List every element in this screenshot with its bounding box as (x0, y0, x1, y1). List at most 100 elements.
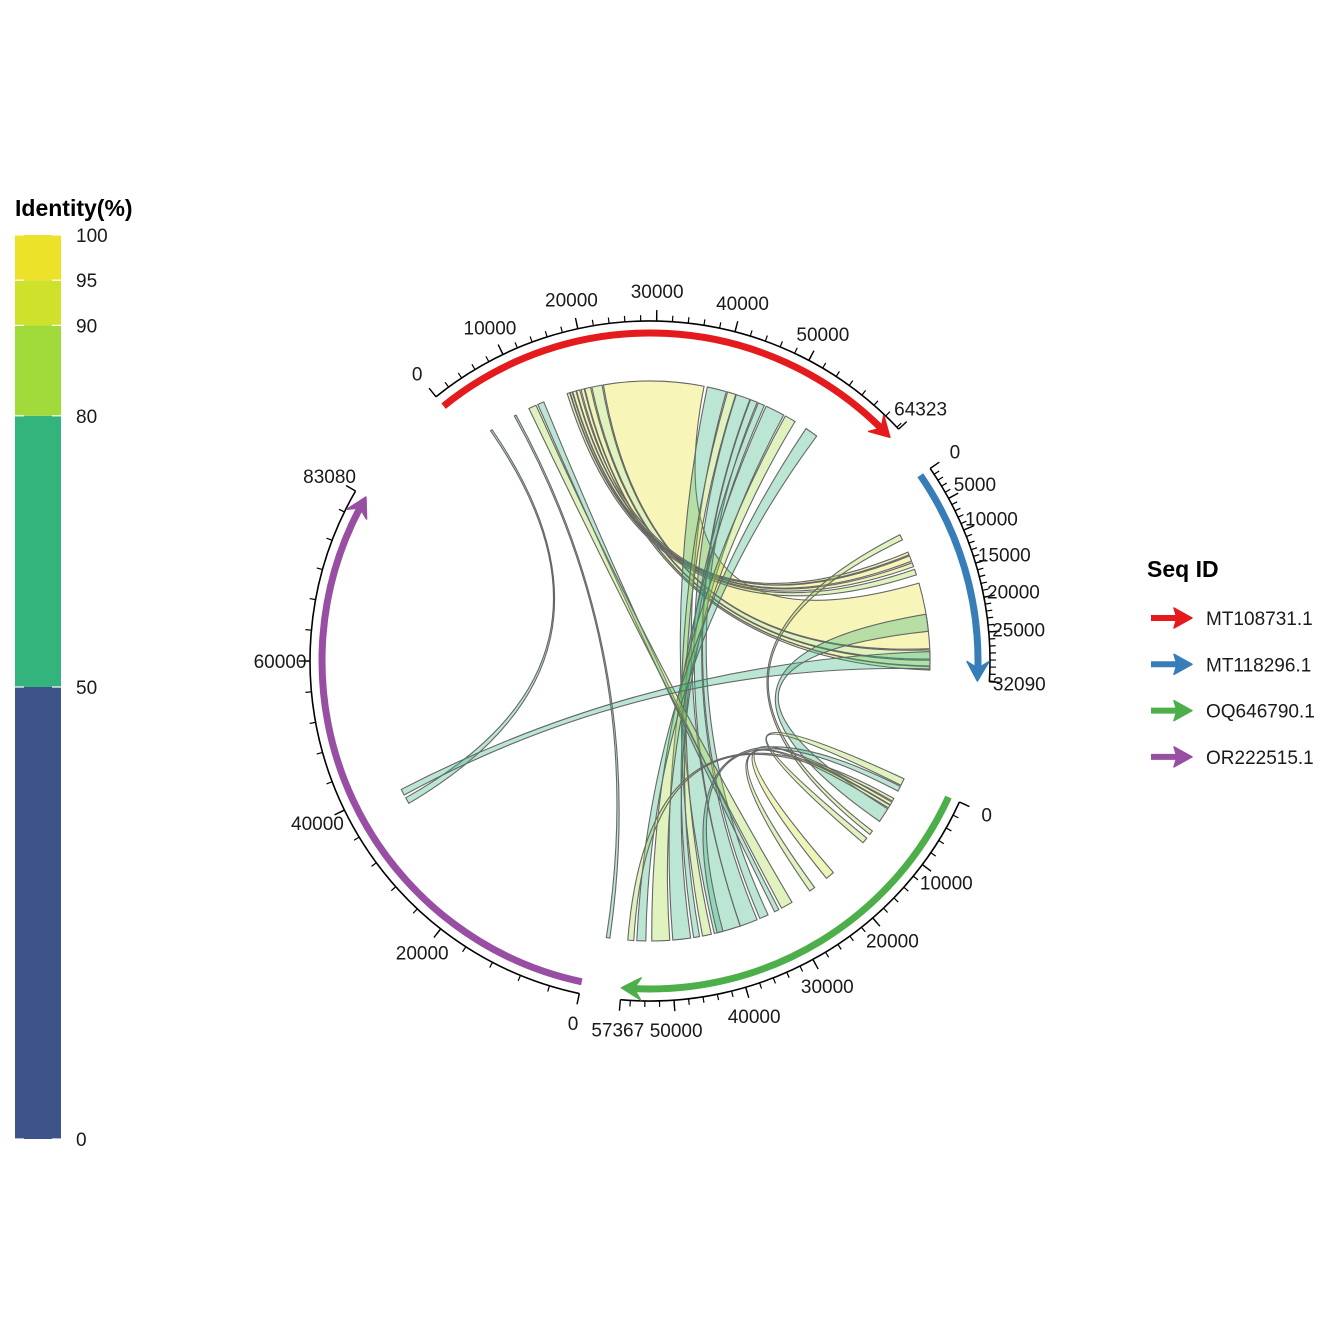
track-tick-label: 5000 (954, 475, 996, 496)
track-minor-tick (764, 335, 768, 342)
track-tick-label: 20000 (866, 932, 919, 953)
track-minor-tick (944, 488, 951, 493)
track-minor-tick (973, 553, 980, 557)
track-arrow (917, 473, 982, 669)
track-major-tick (334, 809, 345, 816)
chord-link (765, 731, 905, 844)
track-tick-label: 50000 (796, 325, 849, 346)
track-minor-tick (979, 574, 986, 578)
track-minor-tick (309, 597, 316, 601)
track-tick-label: 64323 (894, 400, 947, 421)
track-minor-tick (986, 609, 993, 612)
track-minor-tick (749, 330, 753, 337)
chord-link (528, 404, 793, 909)
track-minor-tick (966, 533, 973, 538)
track-major-tick (963, 525, 975, 531)
track-minor-tick (883, 907, 889, 913)
colorbar-tick-label: 50 (76, 678, 97, 699)
track-major-tick (576, 993, 580, 1005)
track-tick-label: 83080 (303, 467, 356, 488)
track-minor-tick (893, 897, 899, 903)
track-mt108731-1: 0 10000 20000 30000 40000 50000 64323 (412, 282, 947, 439)
track-major-tick (812, 959, 819, 970)
track-minor-tick (687, 317, 690, 324)
track-minor-tick (933, 470, 940, 475)
track-major-tick (673, 1000, 676, 1012)
track-tick-label: 57367 (591, 1021, 644, 1042)
track-minor-tick (772, 977, 777, 984)
track-minor-tick (837, 944, 842, 950)
track-minor-tick (954, 507, 961, 512)
track-minor-tick (353, 836, 360, 841)
chord-link (745, 749, 891, 892)
colorbar-band-3 (15, 280, 61, 326)
track-tick-label: 40000 (291, 814, 344, 835)
track-or222515-1: 0 20000 40000 60000 83080 (254, 467, 583, 1035)
track-minor-tick (960, 520, 967, 525)
track-minor-tick (305, 629, 312, 631)
track-minor-tick (517, 975, 521, 982)
track-minor-tick (514, 342, 518, 349)
track-arrow-head (620, 977, 642, 1001)
track-minor-tick (412, 908, 418, 914)
track-minor-tick (718, 322, 722, 329)
track-major-tick (948, 492, 959, 499)
track-minor-tick (547, 985, 551, 992)
track-minor-tick (896, 422, 902, 428)
track-arrow (318, 506, 583, 986)
track-major-tick (959, 801, 970, 808)
colorbar-band-4 (15, 235, 61, 281)
track-tick-label: 20000 (396, 944, 449, 965)
track-minor-tick (848, 380, 854, 386)
track-minor-tick (731, 990, 734, 998)
track-major-tick (744, 987, 750, 999)
chord-link (400, 650, 931, 796)
track-minor-tick (529, 336, 533, 343)
track-minor-tick (326, 537, 333, 541)
track-major-tick (921, 864, 932, 872)
colorbar-band-1 (15, 415, 61, 687)
track-minor-tick (794, 347, 798, 354)
track-major-tick (497, 344, 504, 355)
track-minor-tick (945, 827, 952, 832)
track-minor-tick (912, 875, 919, 881)
colorbar-tick-label: 100 (76, 226, 108, 247)
track-minor-tick (971, 547, 978, 551)
track-minor-tick (462, 946, 467, 953)
track-major-tick (872, 917, 881, 927)
track-minor-tick (316, 751, 323, 755)
track-minor-tick (849, 935, 854, 942)
track-minor-tick (799, 965, 804, 972)
track-tick-label: 50000 (650, 1021, 703, 1042)
track-tick-label: 10000 (920, 874, 973, 895)
track-minor-tick (485, 356, 490, 362)
track-mt118296-1: 0 5000 10000 15000 20000 25000 32090 (917, 442, 1046, 696)
chord-link (569, 391, 910, 586)
track-tick-label: 0 (568, 1014, 579, 1035)
track-oq646790-1: 0 10000 20000 30000 40000 50000 57367 (591, 795, 992, 1042)
track-minor-tick (861, 926, 866, 933)
seq-id-legend: Seq ID MT108731.1 MT118296.1 OQ646790.1 OR2… (1147, 556, 1315, 769)
chord-link (651, 415, 796, 942)
legend-item: MT118296.1 (1151, 653, 1311, 676)
chord-link (636, 427, 818, 942)
track-minor-tick (937, 476, 944, 481)
track-major-tick (898, 421, 908, 430)
track-minor-tick (607, 317, 610, 324)
track-minor-tick (759, 982, 763, 989)
track-minor-tick (544, 331, 548, 338)
track-arrow (633, 795, 952, 993)
chord-links (400, 380, 931, 942)
legend-key-arrowhead (1173, 746, 1193, 768)
track-tick-label: 15000 (978, 545, 1031, 566)
track-minor-tick (987, 616, 994, 619)
track-minor-tick (390, 886, 397, 892)
track-tick-label: 30000 (801, 977, 854, 998)
track-minor-tick (316, 567, 323, 571)
track-minor-tick (338, 508, 345, 513)
legend-label: MT118296.1 (1206, 655, 1311, 676)
track-minor-tick (471, 364, 476, 370)
track-major-tick (734, 320, 739, 332)
track-arrow-head (346, 496, 368, 520)
